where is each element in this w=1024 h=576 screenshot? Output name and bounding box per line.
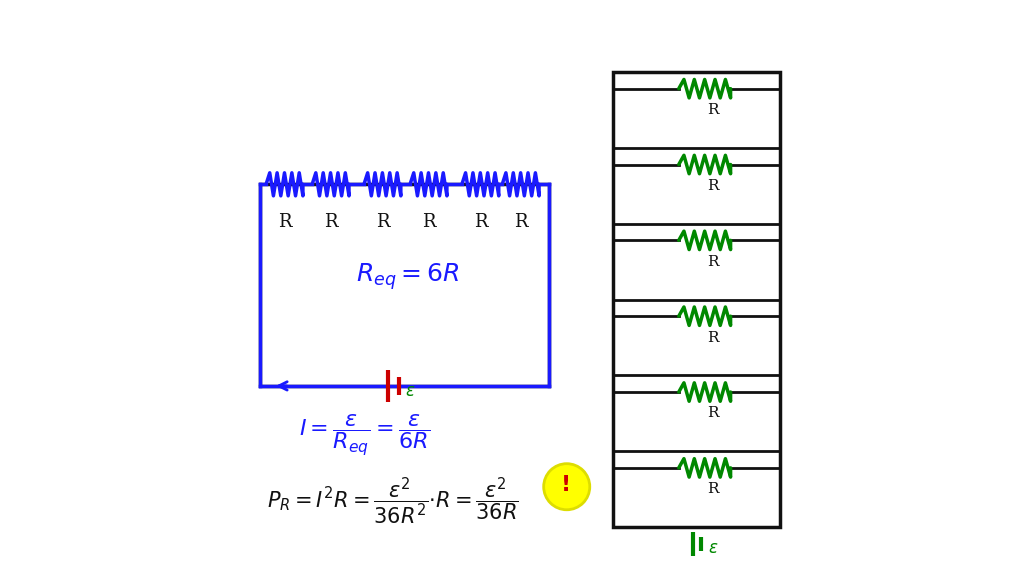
Text: R: R bbox=[707, 482, 718, 497]
Bar bbox=[260, 184, 550, 386]
Text: $I=\dfrac{\varepsilon}{R_{eq}}=\dfrac{\varepsilon}{6R}$: $I=\dfrac{\varepsilon}{R_{eq}}=\dfrac{\v… bbox=[299, 412, 430, 457]
Circle shape bbox=[544, 464, 590, 510]
Text: !: ! bbox=[560, 475, 570, 495]
Text: $\varepsilon$: $\varepsilon$ bbox=[708, 540, 719, 558]
Text: R: R bbox=[278, 213, 291, 231]
Text: R: R bbox=[707, 255, 718, 269]
Text: R: R bbox=[473, 213, 487, 231]
Text: $R_{eq}=6R$: $R_{eq}=6R$ bbox=[356, 261, 460, 292]
Text: R: R bbox=[376, 213, 389, 231]
Text: R: R bbox=[324, 213, 337, 231]
Text: R: R bbox=[707, 331, 718, 344]
Text: $P_R=I^2R=\dfrac{\varepsilon^2}{36R^2}{\cdot}R=\dfrac{\varepsilon^2}{36R}$: $P_R=I^2R=\dfrac{\varepsilon^2}{36R^2}{\… bbox=[267, 475, 519, 526]
Text: R: R bbox=[707, 103, 718, 117]
Bar bbox=[612, 72, 780, 527]
Text: R: R bbox=[514, 213, 527, 231]
Text: R: R bbox=[422, 213, 435, 231]
Text: R: R bbox=[707, 179, 718, 193]
Text: R: R bbox=[707, 407, 718, 420]
Text: $\varepsilon$: $\varepsilon$ bbox=[406, 382, 416, 400]
